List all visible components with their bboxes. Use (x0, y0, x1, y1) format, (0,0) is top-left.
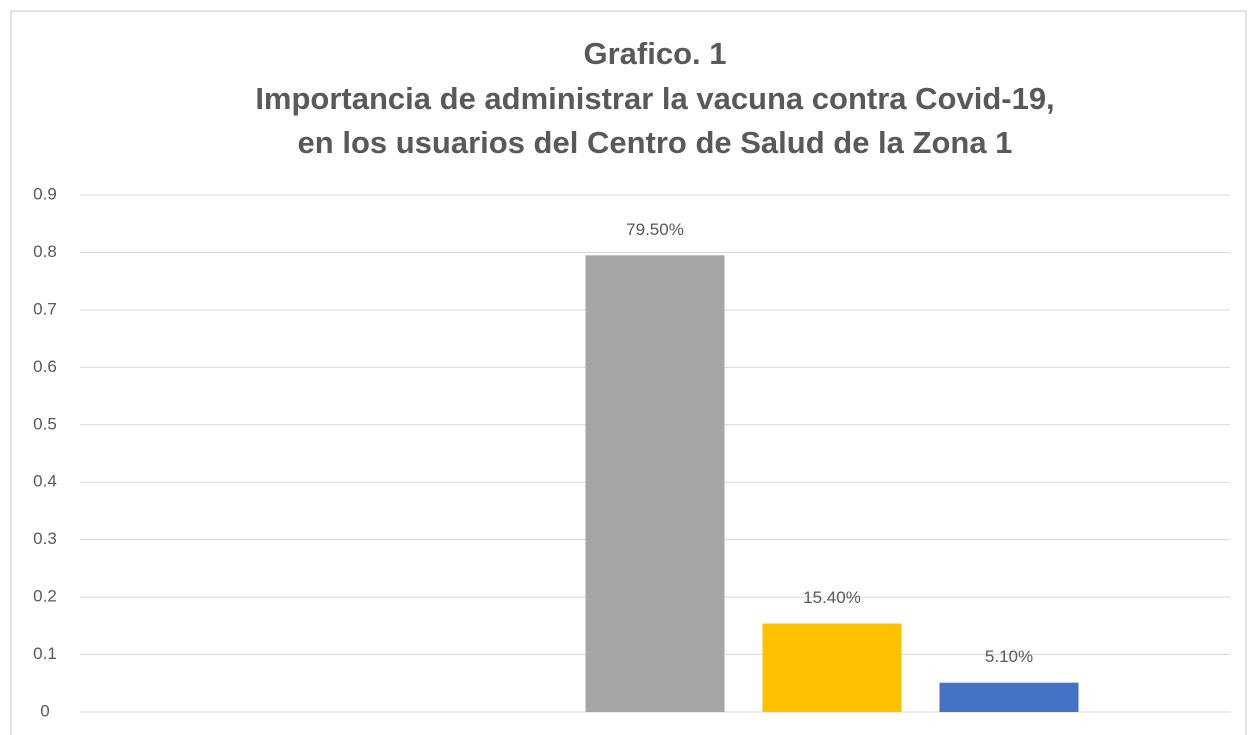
y-tick-label: 0.1 (33, 644, 57, 663)
chart-border (10, 10, 1247, 735)
bar (762, 623, 902, 712)
bar (939, 682, 1079, 712)
data-label: 5.10% (985, 647, 1033, 666)
y-tick-label: 0.7 (33, 299, 57, 318)
y-tick-label: 0 (40, 701, 49, 720)
chart-title: Grafico. 1 (584, 36, 727, 71)
data-label: 15.40% (803, 588, 861, 607)
y-tick-label: 0.3 (33, 529, 57, 548)
bar (585, 255, 725, 713)
y-tick-label: 0.9 (33, 184, 57, 203)
chart-title: en los usuarios del Centro de Salud de l… (298, 125, 1013, 160)
y-tick-label: 0.8 (33, 242, 57, 261)
y-tick-label: 0.2 (33, 587, 57, 606)
chart-title: Importancia de administrar la vacuna con… (255, 81, 1054, 116)
y-tick-label: 0.6 (33, 357, 57, 376)
y-tick-label: 0.5 (33, 414, 57, 433)
y-tick-label: 0.4 (33, 472, 57, 491)
data-label: 79.50% (626, 220, 684, 239)
